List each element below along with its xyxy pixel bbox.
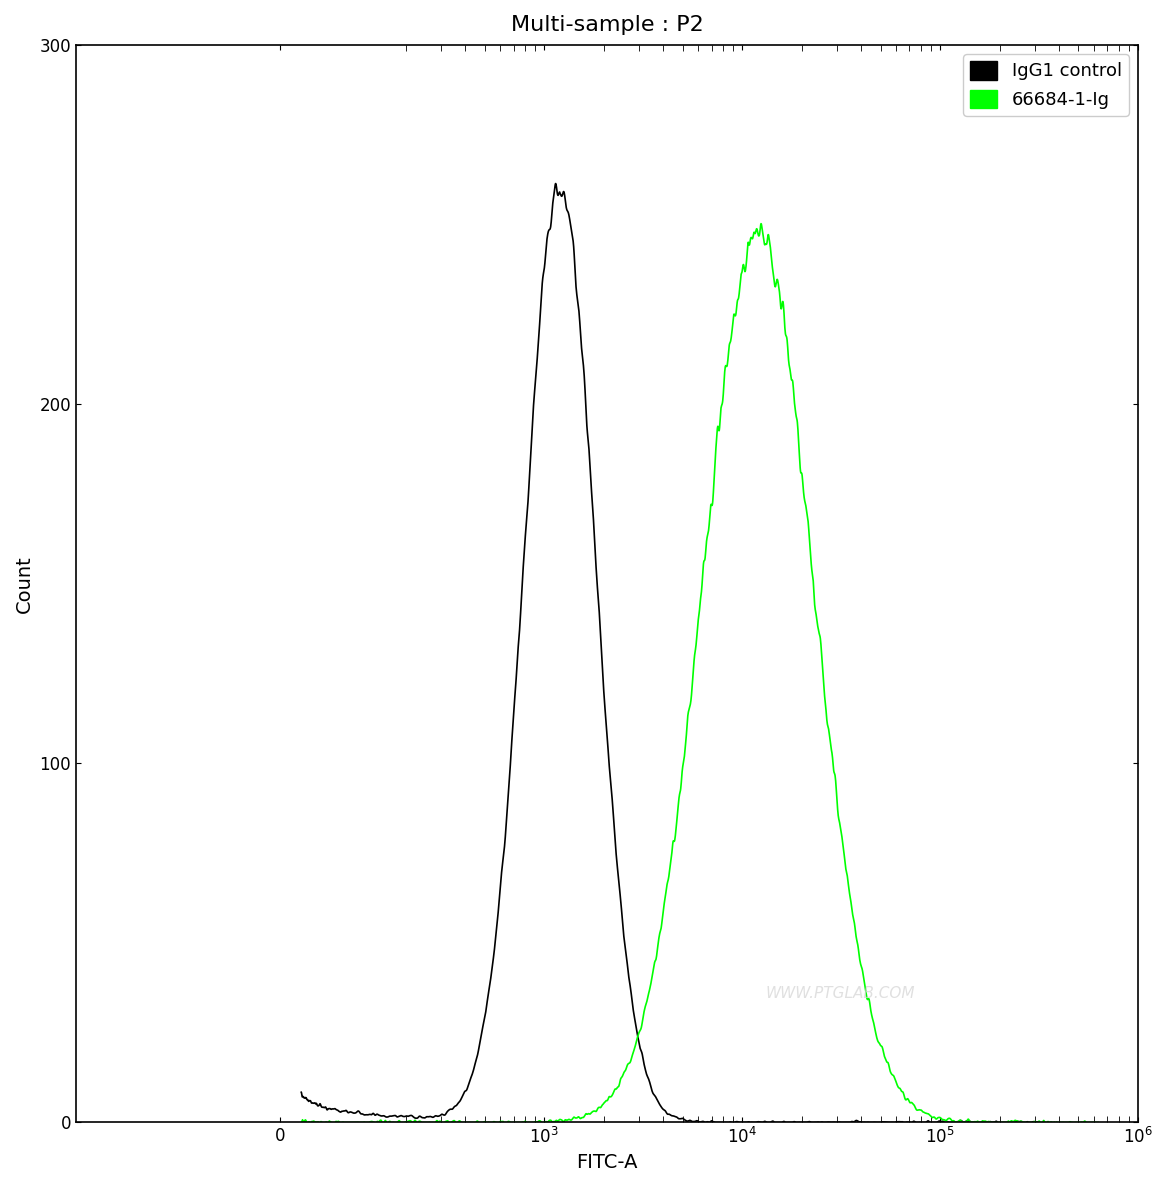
Line: 66684-1-Ig: 66684-1-Ig xyxy=(301,223,1098,1123)
66684-1-Ig xyxy=(566,1110,580,1124)
66684-1-Ig xyxy=(755,216,769,230)
66684-1-Ig xyxy=(294,1116,308,1130)
66684-1-Ig xyxy=(983,1115,997,1129)
66684-1-Ig xyxy=(604,1090,618,1104)
IgG1 control xyxy=(1017,1116,1031,1130)
Title: Multi-sample : P2: Multi-sample : P2 xyxy=(510,15,703,34)
X-axis label: FITC-A: FITC-A xyxy=(576,1153,638,1172)
66684-1-Ig xyxy=(1075,1115,1089,1129)
IgG1 control xyxy=(377,1109,391,1123)
IgG1 control xyxy=(544,217,558,231)
IgG1 control xyxy=(1033,1116,1047,1130)
Y-axis label: Count: Count xyxy=(15,554,34,612)
Text: WWW.PTGLAB.COM: WWW.PTGLAB.COM xyxy=(766,985,916,1001)
IgG1 control xyxy=(549,177,563,191)
66684-1-Ig xyxy=(388,1116,402,1130)
IgG1 control xyxy=(294,1085,308,1099)
IgG1 control xyxy=(698,1116,712,1130)
IgG1 control xyxy=(578,393,592,407)
IgG1 control xyxy=(333,1105,347,1119)
Line: IgG1 control: IgG1 control xyxy=(301,184,1040,1123)
66684-1-Ig xyxy=(338,1116,352,1130)
IgG1 control xyxy=(932,1115,946,1129)
66684-1-Ig xyxy=(1091,1116,1105,1130)
Legend: IgG1 control, 66684-1-Ig: IgG1 control, 66684-1-Ig xyxy=(962,53,1129,116)
